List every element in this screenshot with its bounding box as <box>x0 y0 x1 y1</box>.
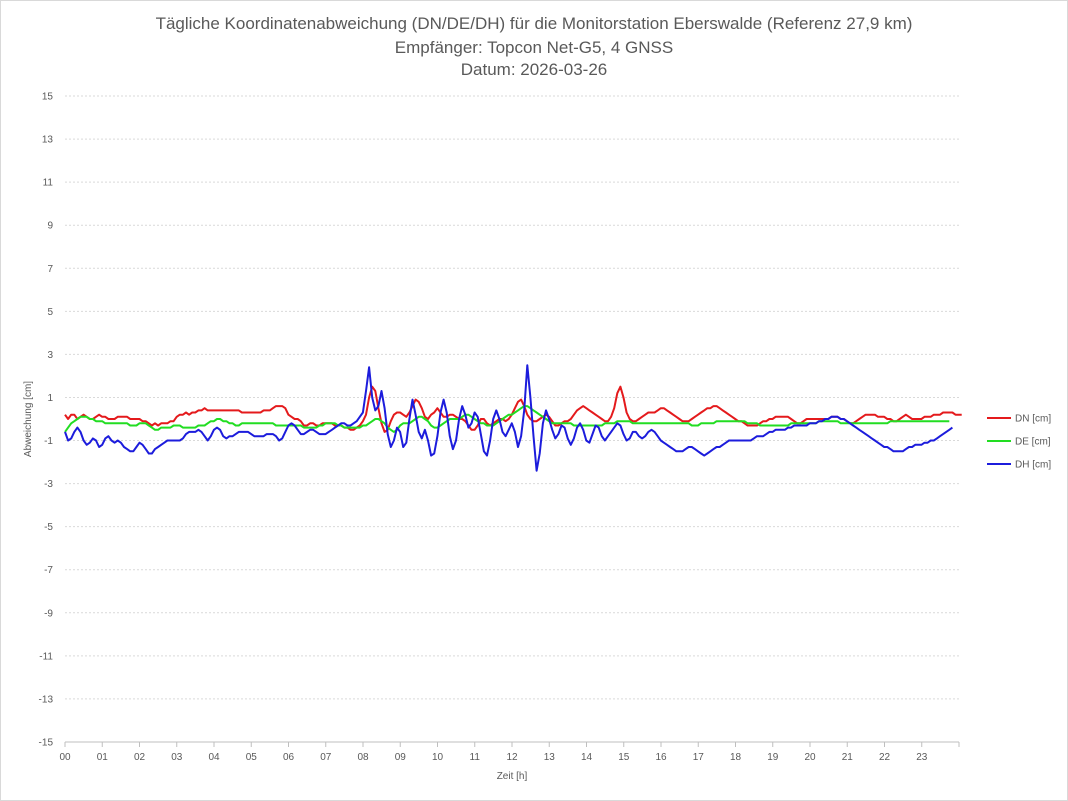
x-tick-label: 01 <box>97 752 109 763</box>
chart-subtitle-receiver: Empfänger: Topcon Net-G5, 4 GNSS <box>394 38 674 57</box>
x-tick-label: 07 <box>320 752 332 763</box>
x-tick-label: 00 <box>59 752 71 763</box>
y-tick-label: -9 <box>44 608 53 619</box>
x-tick-label: 05 <box>246 752 258 763</box>
x-tick-label: 15 <box>618 752 630 763</box>
y-tick-label: 3 <box>47 350 53 361</box>
y-tick-label: 13 <box>42 135 54 146</box>
x-tick-label: 02 <box>134 752 146 763</box>
legend-label: DE [cm] <box>1015 437 1051 448</box>
y-axis-title: Abweichung [cm] <box>23 381 34 457</box>
legend-label: DN [cm] <box>1015 414 1051 425</box>
y-tick-label: -5 <box>44 522 53 533</box>
y-tick-label: 1 <box>47 393 53 404</box>
chart-subtitle-date: Datum: 2026-03-26 <box>460 60 608 79</box>
y-tick-label: 5 <box>47 307 53 318</box>
y-tick-label: -1 <box>44 436 53 447</box>
series-lines <box>64 364 962 472</box>
y-tick-label: 9 <box>47 221 53 232</box>
x-tick-label: 23 <box>916 752 928 763</box>
x-tick-label: 03 <box>171 752 183 763</box>
legend-label: DH [cm] <box>1015 460 1051 471</box>
x-tick-label: 13 <box>544 752 556 763</box>
x-tick-label: 17 <box>693 752 705 763</box>
x-tick-label: 08 <box>357 752 369 763</box>
x-tick-label: 12 <box>506 752 518 763</box>
series-line-dh <box>64 364 953 472</box>
series-line-dn <box>64 385 962 433</box>
x-tick-label: 18 <box>730 752 742 763</box>
x-tick-label: 22 <box>879 752 891 763</box>
y-tick-label: -7 <box>44 565 53 576</box>
x-axis: 00 01 02 03 04 05 06 07 08 09 10 11 12 13 14 15 16 17 18 19… <box>59 741 960 763</box>
y-axis: 15 13 11 9 7 5 3 1 -1 -3 -5 -7 -9 -11 -13 -15 <box>39 92 54 749</box>
x-tick-label: 16 <box>655 752 667 763</box>
x-tick-label: 19 <box>767 752 779 763</box>
y-tick-label: 15 <box>42 92 54 103</box>
series-line-de <box>64 405 950 433</box>
y-tick-label: 11 <box>43 178 54 189</box>
x-axis-title: Zeit [h] <box>497 771 528 782</box>
y-tick-label: 7 <box>47 264 53 275</box>
chart-title: Tägliche Koordinatenabweichung (DN/DE/DH… <box>155 14 913 33</box>
x-tick-label: 11 <box>470 752 481 763</box>
x-tick-label: 10 <box>432 752 444 763</box>
y-tick-label: -11 <box>39 651 53 662</box>
x-tick-label: 20 <box>804 752 816 763</box>
x-tick-label: 21 <box>842 752 854 763</box>
gridlines <box>65 95 959 743</box>
x-tick-label: 04 <box>208 752 220 763</box>
x-tick-label: 06 <box>283 752 295 763</box>
y-tick-label: -15 <box>39 738 54 749</box>
y-tick-label: -3 <box>44 479 53 490</box>
x-tick-label: 09 <box>395 752 407 763</box>
y-tick-label: -13 <box>39 694 54 705</box>
x-tick-label: 14 <box>581 752 593 763</box>
legend: DN [cm] DE [cm] DH [cm] <box>987 414 1051 471</box>
